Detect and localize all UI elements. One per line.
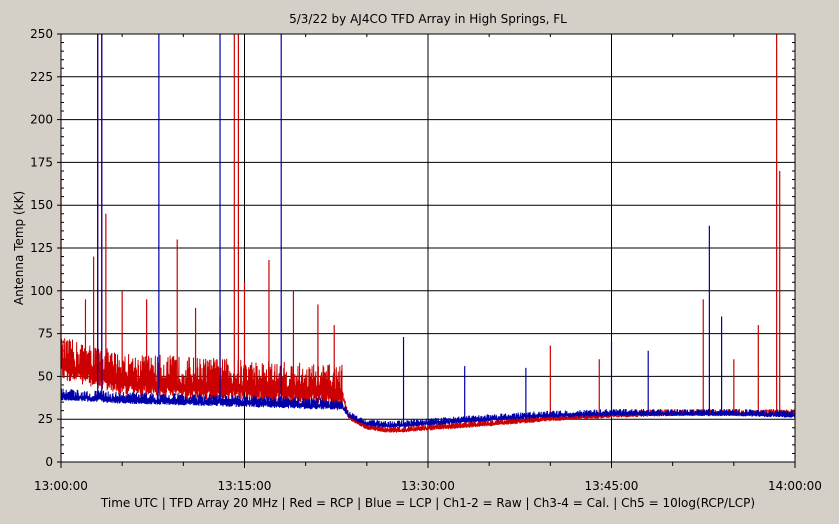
- y-tick-label: 225: [30, 70, 53, 84]
- x-axis: 13:00:00 13:15:00 13:30:00 13:45:00 14:00:00: [34, 462, 822, 493]
- x-tick-label: 14:00:00: [768, 479, 822, 493]
- y-tick-label: 200: [30, 113, 53, 127]
- y-tick-label: 50: [38, 369, 53, 383]
- chart-title: 5/3/22 by AJ4CO TFD Array in High Spring…: [289, 12, 567, 26]
- y-tick-label: 25: [38, 412, 53, 426]
- x-axis-label: Time UTC | TFD Array 20 MHz | Red = RCP …: [100, 496, 755, 510]
- y-tick-label: 125: [30, 241, 53, 255]
- series-lcp: [60, 34, 796, 429]
- series-layer: [60, 34, 796, 433]
- y-tick-label: 175: [30, 155, 53, 169]
- series-trace-rcp: [60, 338, 796, 433]
- x-tick-label: 13:15:00: [218, 479, 272, 493]
- series-trace-lcp: [60, 388, 796, 429]
- y-axis-label: Antenna Temp (kK): [12, 191, 26, 305]
- x-tick-label: 13:30:00: [401, 479, 455, 493]
- y-axis: 0 25 50 75 100 125 150 175 200 225 250: [30, 27, 61, 469]
- y-tick-label: 100: [30, 284, 53, 298]
- x-tick-label: 13:00:00: [34, 479, 88, 493]
- x-tick-label: 13:45:00: [585, 479, 639, 493]
- y-tick-label: 250: [30, 27, 53, 41]
- y-tick-label: 150: [30, 198, 53, 212]
- y-tick-label: 0: [45, 455, 53, 469]
- y-tick-label: 75: [38, 327, 53, 341]
